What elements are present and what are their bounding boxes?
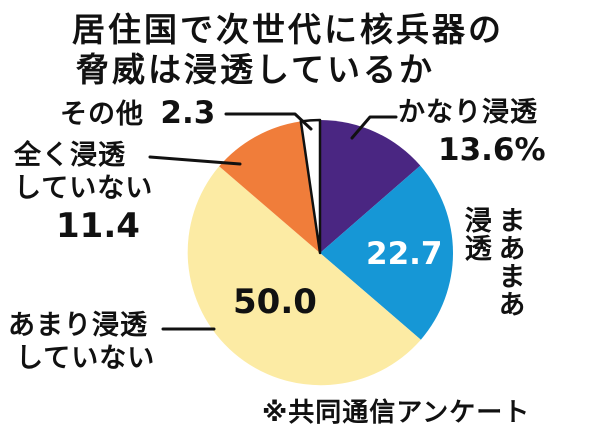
leader-line-mattaku: [148, 155, 242, 166]
leader-line-kanari: [350, 115, 398, 140]
pie-slice-0: [320, 120, 421, 253]
label-mattaku-value: 11.4: [56, 205, 140, 246]
value-maamaa: 22.7: [366, 236, 443, 272]
label-amari-line2: していない: [16, 342, 156, 374]
label-mattaku-line2: していない: [14, 172, 154, 204]
source-note: ※共同通信アンケート: [262, 398, 531, 428]
chart-title-line1: 居住国で次世代に核兵器の: [72, 10, 504, 49]
label-kanari: かなり浸透 13.6%: [398, 97, 546, 170]
label-amari-line1: あまり浸透: [8, 310, 148, 341]
label-mattaku-line1: 全く浸透: [14, 140, 126, 171]
label-other-value: 2.3: [160, 95, 216, 131]
label-maamaa-col-right: まあまあ: [493, 206, 525, 318]
label-kanari-name: かなり浸透: [398, 97, 538, 128]
label-other-name: その他: [60, 99, 144, 130]
chart-title: 居住国で次世代に核兵器の 脅威は浸透しているか: [72, 10, 504, 89]
value-amari: 50.0: [233, 282, 317, 322]
pie-slice-2: [187, 166, 421, 386]
pie-slice-3: [219, 121, 320, 253]
leader-line-other: [224, 112, 313, 131]
label-maamaa: まあまあ 浸透: [458, 206, 526, 366]
label-kanari-value: 13.6%: [438, 131, 546, 168]
label-other: その他 2.3: [60, 95, 215, 133]
leader-lines: [148, 112, 398, 331]
label-mattaku: 全く浸透 していない 11.4: [14, 140, 153, 247]
pie-slice-1: [320, 165, 454, 340]
chart-title-line2: 脅威は浸透しているか: [76, 49, 436, 89]
label-maamaa-col-left: 浸透: [459, 206, 491, 262]
label-amari: あまり浸透 していない: [8, 310, 155, 376]
